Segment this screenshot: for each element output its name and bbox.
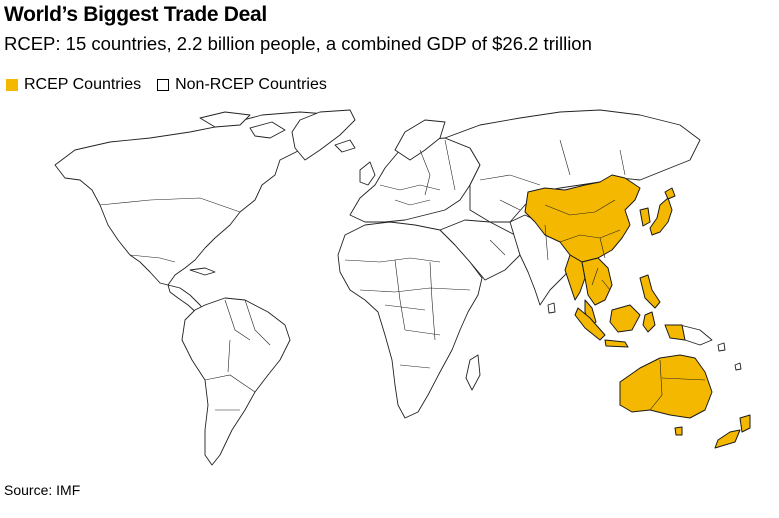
arctic-islands <box>199 111 251 128</box>
tasmania <box>674 426 683 436</box>
new-zealand-south <box>714 429 741 449</box>
chart-subtitle: RCEP: 15 countries, 2.2 billion people, … <box>4 33 592 54</box>
legend-label-non-rcep: Non-RCEP Countries <box>175 76 327 93</box>
south-korea <box>639 207 651 227</box>
legend-swatch-non-rcep <box>157 79 170 91</box>
legend-item-rcep: RCEP Countries <box>6 76 141 94</box>
north-america-landmass <box>54 111 346 286</box>
us-canada-border <box>99 197 241 213</box>
africa-borders <box>344 257 471 369</box>
madagascar <box>465 354 481 391</box>
se-asia-borders <box>591 267 611 291</box>
chart-title: World’s Biggest Trade Deal <box>4 3 267 26</box>
philippines <box>639 274 661 309</box>
scandinavia <box>394 119 446 161</box>
caribbean-islands <box>189 267 216 276</box>
sulawesi <box>642 311 656 333</box>
papua-new-guinea <box>679 324 713 346</box>
greenland <box>291 109 356 161</box>
borneo <box>609 304 641 333</box>
sumatra <box>574 307 606 341</box>
australia <box>619 354 713 419</box>
china-borders <box>544 199 621 259</box>
thailand-laos-cambodia-vietnam <box>581 257 613 306</box>
rcep-land <box>524 174 751 449</box>
china <box>524 174 641 263</box>
pacific-islands-2 <box>734 362 742 371</box>
non-rcep-land <box>54 109 742 466</box>
legend-label-rcep: RCEP Countries <box>24 76 142 93</box>
new-guinea-west <box>664 324 686 341</box>
sri-lanka <box>547 302 556 314</box>
japan <box>649 197 673 236</box>
world-map <box>54 109 751 466</box>
iceland <box>334 139 356 153</box>
arctic-islands-2 <box>249 121 286 139</box>
south-america-borders <box>204 299 271 411</box>
middle-east <box>439 219 521 281</box>
new-zealand-north <box>739 414 751 433</box>
legend-swatch-rcep <box>6 79 18 91</box>
us-mexico-border <box>129 254 176 263</box>
europe-borders <box>379 139 456 206</box>
japan-hokkaido <box>664 187 676 200</box>
uk-ireland <box>359 161 376 186</box>
java <box>604 339 629 348</box>
country-borders <box>99 139 706 411</box>
pacific-islands <box>717 342 726 352</box>
australia-borders <box>649 359 706 411</box>
legend: RCEP Countries Non-RCEP Countries <box>6 76 343 94</box>
legend-item-non-rcep: Non-RCEP Countries <box>157 76 327 94</box>
source-note: Source: IMF <box>4 482 81 498</box>
south-america <box>181 297 291 466</box>
asia-borders <box>479 139 626 261</box>
